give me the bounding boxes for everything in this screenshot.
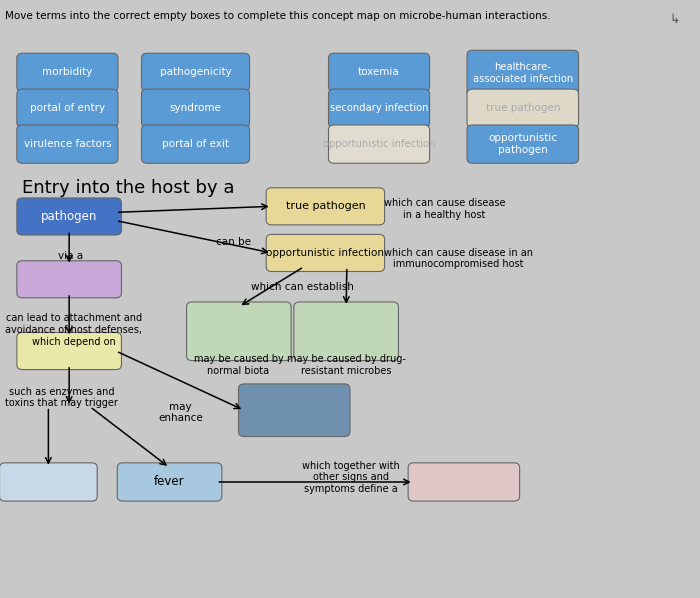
Text: via a: via a: [58, 251, 83, 261]
Text: portal of exit: portal of exit: [162, 139, 229, 149]
Text: Move terms into the correct empty boxes to complete this concept map on microbe-: Move terms into the correct empty boxes …: [5, 11, 551, 21]
FancyBboxPatch shape: [328, 125, 430, 163]
Text: opportunistic infection: opportunistic infection: [267, 248, 384, 258]
Text: Entry into the host by a: Entry into the host by a: [22, 179, 235, 197]
FancyBboxPatch shape: [467, 50, 578, 96]
FancyBboxPatch shape: [17, 332, 121, 370]
FancyBboxPatch shape: [328, 53, 430, 91]
Text: virulence factors: virulence factors: [24, 139, 111, 149]
Text: such as enzymes and
toxins that may trigger: such as enzymes and toxins that may trig…: [5, 387, 118, 408]
Text: may be caused by drug-
resistant microbes: may be caused by drug- resistant microbe…: [287, 354, 406, 376]
FancyBboxPatch shape: [467, 89, 578, 127]
Text: can be: can be: [216, 237, 251, 246]
Text: opportunistic
pathogen: opportunistic pathogen: [488, 133, 557, 155]
FancyBboxPatch shape: [328, 89, 430, 127]
FancyBboxPatch shape: [118, 463, 222, 501]
Text: true pathogen: true pathogen: [486, 103, 560, 113]
FancyBboxPatch shape: [141, 125, 250, 163]
FancyBboxPatch shape: [17, 53, 118, 91]
Text: which together with
other signs and
symptoms define a: which together with other signs and symp…: [302, 460, 400, 494]
FancyBboxPatch shape: [239, 384, 350, 437]
Text: ↳: ↳: [669, 13, 680, 26]
FancyBboxPatch shape: [186, 302, 291, 361]
Text: which can cause disease
in a healthy host: which can cause disease in a healthy hos…: [384, 199, 505, 220]
Text: toxemia: toxemia: [358, 68, 400, 77]
FancyBboxPatch shape: [266, 188, 384, 225]
Text: pathogen: pathogen: [41, 210, 97, 223]
FancyBboxPatch shape: [294, 302, 398, 361]
Text: fever: fever: [154, 475, 185, 489]
Text: pathogenicity: pathogenicity: [160, 68, 232, 77]
Text: healthcare-
associated infection: healthcare- associated infection: [473, 62, 573, 84]
Text: true pathogen: true pathogen: [286, 202, 365, 211]
FancyBboxPatch shape: [266, 234, 384, 271]
Text: may be caused by
normal biota: may be caused by normal biota: [194, 354, 284, 376]
FancyBboxPatch shape: [0, 463, 97, 501]
FancyBboxPatch shape: [17, 198, 121, 235]
Text: may
enhance: may enhance: [158, 402, 203, 423]
Text: opportunistic infection: opportunistic infection: [323, 139, 435, 149]
FancyBboxPatch shape: [408, 463, 519, 501]
Text: secondary infection: secondary infection: [330, 103, 428, 113]
Text: which can cause disease in an
immunocompromised host: which can cause disease in an immunocomp…: [384, 248, 533, 269]
FancyBboxPatch shape: [467, 125, 578, 163]
Text: syndrome: syndrome: [169, 103, 221, 113]
Text: can lead to attachment and
avoidance of host defenses,
which depend on: can lead to attachment and avoidance of …: [5, 313, 142, 347]
FancyBboxPatch shape: [17, 89, 118, 127]
FancyBboxPatch shape: [141, 89, 250, 127]
Text: which can establish: which can establish: [251, 282, 354, 292]
FancyBboxPatch shape: [141, 53, 250, 91]
Text: morbidity: morbidity: [42, 68, 92, 77]
Text: portal of entry: portal of entry: [30, 103, 105, 113]
FancyBboxPatch shape: [17, 261, 121, 298]
FancyBboxPatch shape: [17, 125, 118, 163]
